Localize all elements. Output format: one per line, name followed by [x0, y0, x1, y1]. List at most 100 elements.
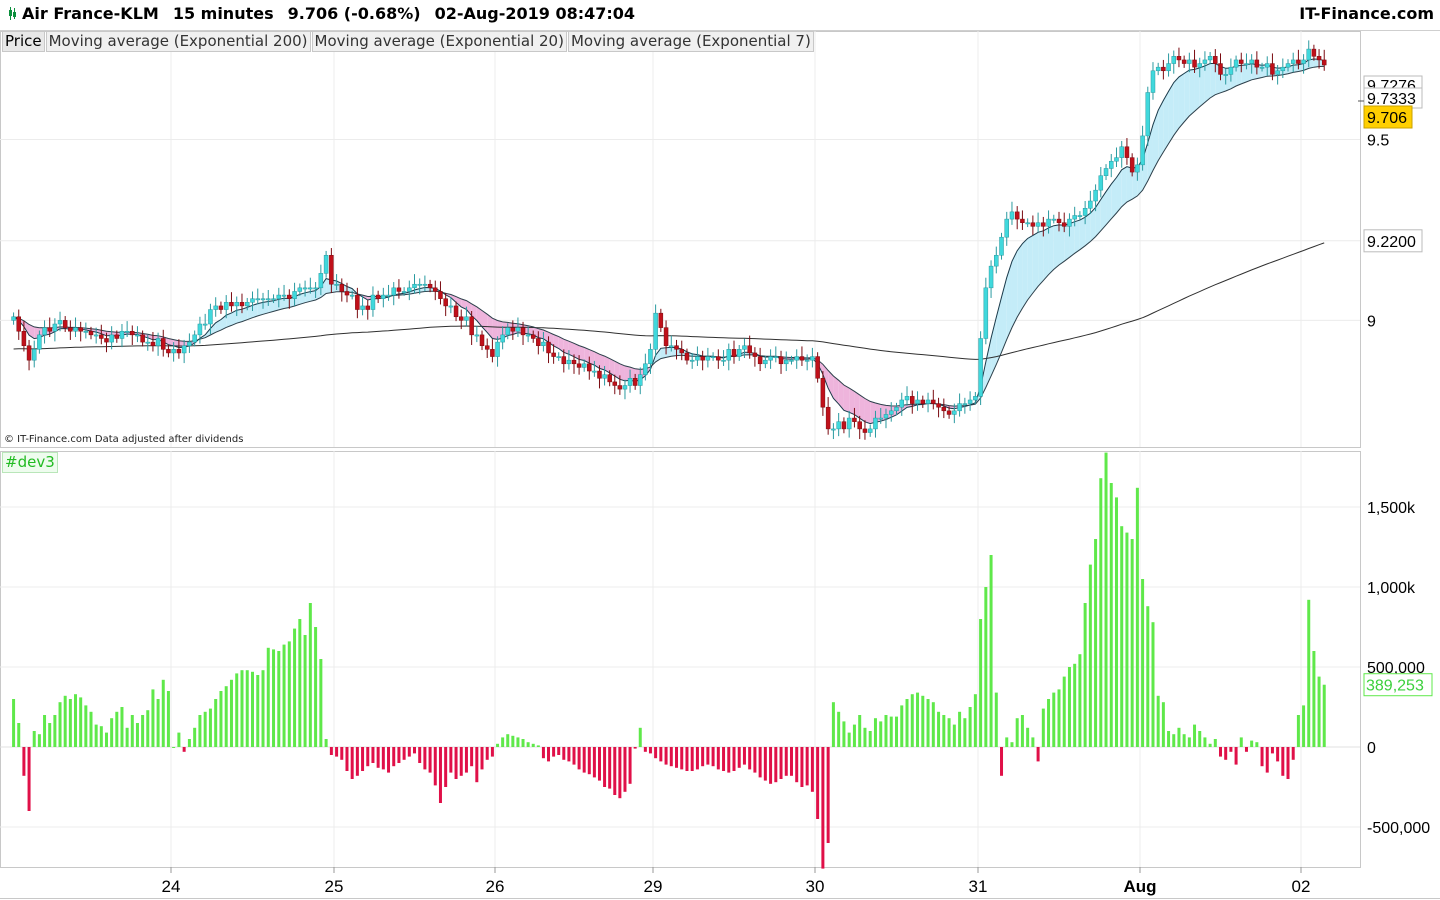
- candle-body: [355, 294, 360, 310]
- candle: [130, 325, 135, 345]
- candle-body: [37, 334, 42, 350]
- histogram-bar: [1130, 539, 1134, 747]
- histogram-bar: [910, 694, 914, 747]
- candle: [1311, 44, 1317, 61]
- histogram-bar: [1198, 731, 1202, 747]
- candle: [1233, 55, 1239, 72]
- indicator-last-box: [1363, 673, 1433, 697]
- histogram-bar: [277, 651, 281, 747]
- legend-ema7[interactable]: Moving average (Exponential 7): [567, 31, 814, 52]
- candle: [181, 339, 187, 364]
- candle: [810, 347, 815, 368]
- histogram-bar: [701, 747, 705, 767]
- histogram-bar: [74, 694, 78, 747]
- legend-price[interactable]: Price: [2, 31, 45, 52]
- candle-body: [119, 330, 125, 339]
- candle: [1155, 62, 1161, 76]
- candle-body: [1072, 215, 1077, 220]
- candle: [255, 288, 261, 305]
- candle: [716, 349, 721, 369]
- candle: [208, 303, 213, 335]
- candle: [401, 287, 407, 296]
- histogram-bar: [272, 649, 276, 747]
- histogram-bar: [1213, 739, 1217, 747]
- ema-fill-bearish: [604, 356, 610, 373]
- indicator-panel-frame: [0, 451, 1361, 868]
- legend-ema200[interactable]: Moving average (Exponential 200): [45, 31, 311, 52]
- histogram-bar: [1120, 526, 1124, 747]
- histogram-bar: [361, 747, 365, 771]
- candle: [784, 351, 789, 372]
- indicator-tick-label: 1,500k: [1367, 500, 1416, 517]
- ema-fill-bearish: [553, 334, 559, 349]
- candle-body: [490, 349, 495, 357]
- histogram-bar: [958, 711, 962, 747]
- candle: [957, 393, 962, 417]
- histogram-bar: [521, 739, 525, 747]
- candle: [1202, 51, 1208, 71]
- ema-fill-bearish: [456, 296, 462, 307]
- histogram-bar: [633, 747, 637, 749]
- candle: [1197, 57, 1202, 78]
- candle-body: [229, 302, 234, 307]
- histogram-bar: [695, 747, 699, 770]
- y-axis: 9.59.220099.72769.73339.7061,500k1,000k5…: [1358, 75, 1433, 837]
- candle: [1093, 184, 1098, 212]
- candle: [119, 324, 125, 348]
- candle: [936, 397, 941, 418]
- candle-body: [736, 349, 742, 357]
- candle: [1025, 218, 1030, 228]
- histogram-bar: [366, 747, 370, 767]
- indicator-last-label: 389,253: [1366, 678, 1424, 695]
- histogram-bar: [1047, 699, 1051, 747]
- candle: [1051, 214, 1057, 224]
- histogram-bar: [547, 747, 551, 762]
- x-tick-label: Aug: [1123, 877, 1156, 896]
- interval-label[interactable]: 15 minutes: [172, 4, 274, 23]
- ema-fill-bullish: [278, 298, 285, 310]
- candle-body: [910, 396, 915, 404]
- candle: [731, 340, 737, 364]
- candle-body: [820, 378, 826, 408]
- candle-body: [1103, 168, 1109, 176]
- candle-body: [202, 323, 208, 326]
- candle-body: [515, 327, 521, 332]
- candle: [26, 339, 32, 371]
- candle-body: [21, 330, 27, 346]
- ema-fill-bullish: [666, 347, 672, 358]
- candle-body: [234, 302, 239, 307]
- candle: [140, 330, 145, 347]
- histogram-bar: [531, 743, 535, 747]
- candle: [515, 317, 521, 338]
- histogram-bar: [795, 747, 799, 783]
- candle-body: [155, 338, 161, 346]
- histogram-bar: [501, 737, 505, 747]
- candle: [1207, 51, 1213, 65]
- histogram-bar: [1015, 718, 1019, 747]
- candle-body: [308, 287, 313, 290]
- candle-body: [510, 327, 516, 332]
- ema-fill-bearish: [864, 398, 871, 424]
- candle-body: [841, 421, 847, 430]
- ema-fill-bearish: [558, 336, 564, 353]
- histogram-bar: [454, 747, 458, 779]
- ema-fill-bullish: [1043, 227, 1049, 281]
- indicator-label[interactable]: #dev3: [2, 452, 58, 473]
- candle: [239, 293, 245, 314]
- histogram-bar: [1114, 497, 1118, 747]
- ema-fill-bearish: [630, 367, 636, 382]
- histogram-bar: [172, 747, 176, 748]
- histogram-bar: [638, 727, 642, 747]
- candle-body: [632, 378, 638, 386]
- histogram-bar: [89, 711, 93, 747]
- candle-body: [448, 305, 454, 308]
- legend-ema20[interactable]: Moving average (Exponential 20): [311, 31, 567, 52]
- candle: [73, 317, 78, 338]
- ema-fill-bullish: [1038, 230, 1044, 287]
- candle: [561, 349, 567, 373]
- candle: [302, 280, 308, 297]
- candle-body: [784, 359, 789, 365]
- histogram-bar: [805, 747, 809, 786]
- ema-fill-bearish: [822, 364, 829, 389]
